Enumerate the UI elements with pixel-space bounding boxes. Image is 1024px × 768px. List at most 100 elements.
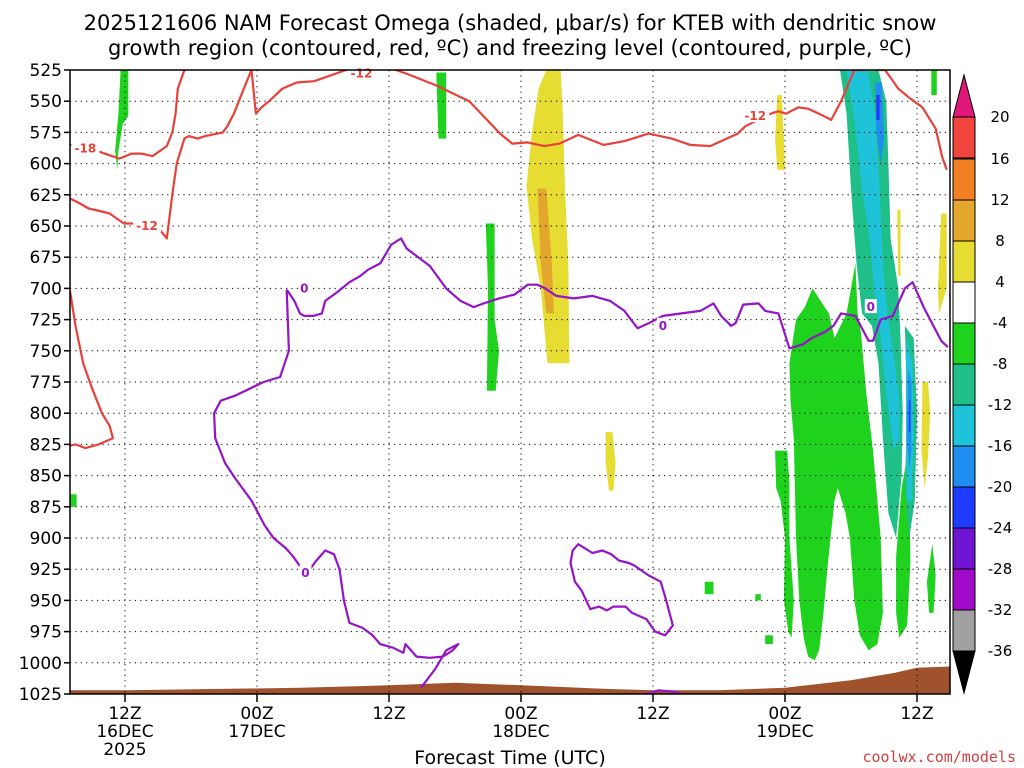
contour-label-bg-2 <box>71 140 100 155</box>
contour-label-2: -18 <box>75 142 97 156</box>
omega-region-22 <box>846 70 900 451</box>
omega-region-3 <box>485 223 499 391</box>
y-tick-label-850: 850 <box>30 467 62 487</box>
contour-label-bg-6 <box>864 299 877 314</box>
y-axis-ticks: 525 550 575 600 625 650 675 700 725 750 775 800 825 8… <box>19 61 70 705</box>
omega-region-26 <box>876 95 880 120</box>
freezing-contour-loop <box>213 289 460 689</box>
colorbar-label-8: 8 <box>995 232 1005 250</box>
colorbar-label-4: 4 <box>995 273 1005 291</box>
temperature-contours <box>70 70 948 450</box>
colorbar-label--36: -36 <box>988 642 1013 660</box>
omega-region-16 <box>775 450 794 638</box>
y-tick-label-600: 600 <box>30 155 62 175</box>
colorbar-label--12: -12 <box>988 396 1013 414</box>
y-tick-label-750: 750 <box>30 342 62 362</box>
x-tick-label-12-1: 16DEC <box>96 722 153 742</box>
x-tick-label-72-0: 00Z <box>768 704 801 724</box>
y-tick-label-1025: 1025 <box>19 685 62 705</box>
omega-region-27 <box>908 400 911 432</box>
temp-contour-1 <box>250 70 865 148</box>
contour-label-bg-1 <box>741 108 770 123</box>
omega-region-13 <box>704 581 714 595</box>
contour-label-5: 0 <box>659 319 667 333</box>
y-tick-label-775: 775 <box>30 373 62 393</box>
x-tick-label-60-0: 12Z <box>636 704 669 724</box>
y-tick-label-900: 900 <box>30 529 62 549</box>
omega-region-15 <box>765 635 773 645</box>
omega-shading <box>70 70 947 661</box>
y-tick-label-875: 875 <box>30 498 62 518</box>
y-tick-label-675: 675 <box>30 248 62 268</box>
y-tick-label-650: 650 <box>30 217 62 237</box>
omega-region-1 <box>70 494 77 507</box>
y-tick-label-525: 525 <box>30 61 62 81</box>
temp-contour-2 <box>874 70 948 171</box>
y-tick-label-550: 550 <box>30 92 62 112</box>
temp-contour-4 <box>70 290 115 450</box>
omega-region-9 <box>937 213 947 314</box>
title-line-1: 2025121606 NAM Forecast Omega (shaded, μ… <box>84 11 937 35</box>
terrain-polygon <box>70 666 950 694</box>
colorbar-label--32: -32 <box>988 601 1013 619</box>
freezing-level-contours <box>213 237 949 694</box>
y-tick-label-575: 575 <box>30 123 62 143</box>
omega-region-6 <box>605 431 616 491</box>
colorbar-label--4: -4 <box>993 314 1008 332</box>
x-tick-label-36-0: 12Z <box>372 704 405 724</box>
colorbar-bin-4 <box>952 240 976 283</box>
contour-label-6: 0 <box>867 300 875 314</box>
x-tick-label-48-0: 00Z <box>504 704 537 724</box>
contour-label-1: -12 <box>744 109 766 123</box>
terrain-fill <box>70 666 950 694</box>
omega-region-8 <box>897 209 901 276</box>
x-tick-label-24-0: 00Z <box>240 704 273 724</box>
colorbar: 20 16 12 8 4 -4 -8 -12 -16 -20 -24 -28 -32 -36 <box>952 73 1013 695</box>
contour-label-0: -12 <box>351 67 373 81</box>
colorbar-label-20: 20 <box>990 108 1009 126</box>
contour-label-7: 0 <box>301 566 309 580</box>
y-tick-label-1000: 1000 <box>19 654 62 674</box>
x-axis-label: Forecast Time (UTC) <box>414 747 605 768</box>
x-tick-label-48-1: 18DEC <box>492 722 549 742</box>
x-tick-label-72-1: 19DEC <box>756 722 813 742</box>
y-tick-label-825: 825 <box>30 435 62 455</box>
omega-region-7 <box>775 95 785 170</box>
freezing-contour-island-1 <box>645 689 683 694</box>
y-tick-label-975: 975 <box>30 623 62 643</box>
colorbar-label--8: -8 <box>993 355 1008 373</box>
colorbar-label--24: -24 <box>988 519 1013 537</box>
y-tick-label-700: 700 <box>30 279 62 299</box>
omega-region-19 <box>926 544 936 613</box>
y-tick-label-950: 950 <box>30 591 62 611</box>
colorbar-bin-9 <box>952 445 976 488</box>
colorbar-bin-2 <box>952 158 976 201</box>
omega-region-11 <box>921 382 931 489</box>
dotted-grid <box>70 70 950 694</box>
freezing-contour-island-0 <box>569 543 674 637</box>
omega-region-0 <box>115 70 129 170</box>
temp-contour-0 <box>70 70 253 240</box>
contour-label-bg-0 <box>347 65 376 80</box>
contour-labels: -12 -12 -18 -12 0 0 0 0 <box>71 65 877 580</box>
omega-region-5 <box>537 188 554 314</box>
colorbar-label-12: 12 <box>990 191 1009 209</box>
omega-region-17 <box>789 263 883 661</box>
x-tick-label-12-0: 12Z <box>108 704 141 724</box>
colorbar-bin-13 <box>952 609 976 652</box>
x-tick-label-12-2: 2025 <box>103 740 146 760</box>
freezing-contour-main <box>285 237 949 350</box>
colorbar-bin-6 <box>952 322 976 365</box>
colorbar-bin-10 <box>952 486 976 529</box>
y-tick-label-625: 625 <box>30 186 62 206</box>
colorbar-bin-top <box>952 73 976 118</box>
colorbar-bin-11 <box>952 527 976 570</box>
y-tick-label-800: 800 <box>30 404 62 424</box>
colorbar-bin-1 <box>952 116 976 159</box>
omega-region-12 <box>931 70 937 95</box>
colorbar-bin-8 <box>952 404 976 447</box>
colorbar-label--28: -28 <box>988 560 1013 578</box>
y-tick-label-925: 925 <box>30 560 62 580</box>
